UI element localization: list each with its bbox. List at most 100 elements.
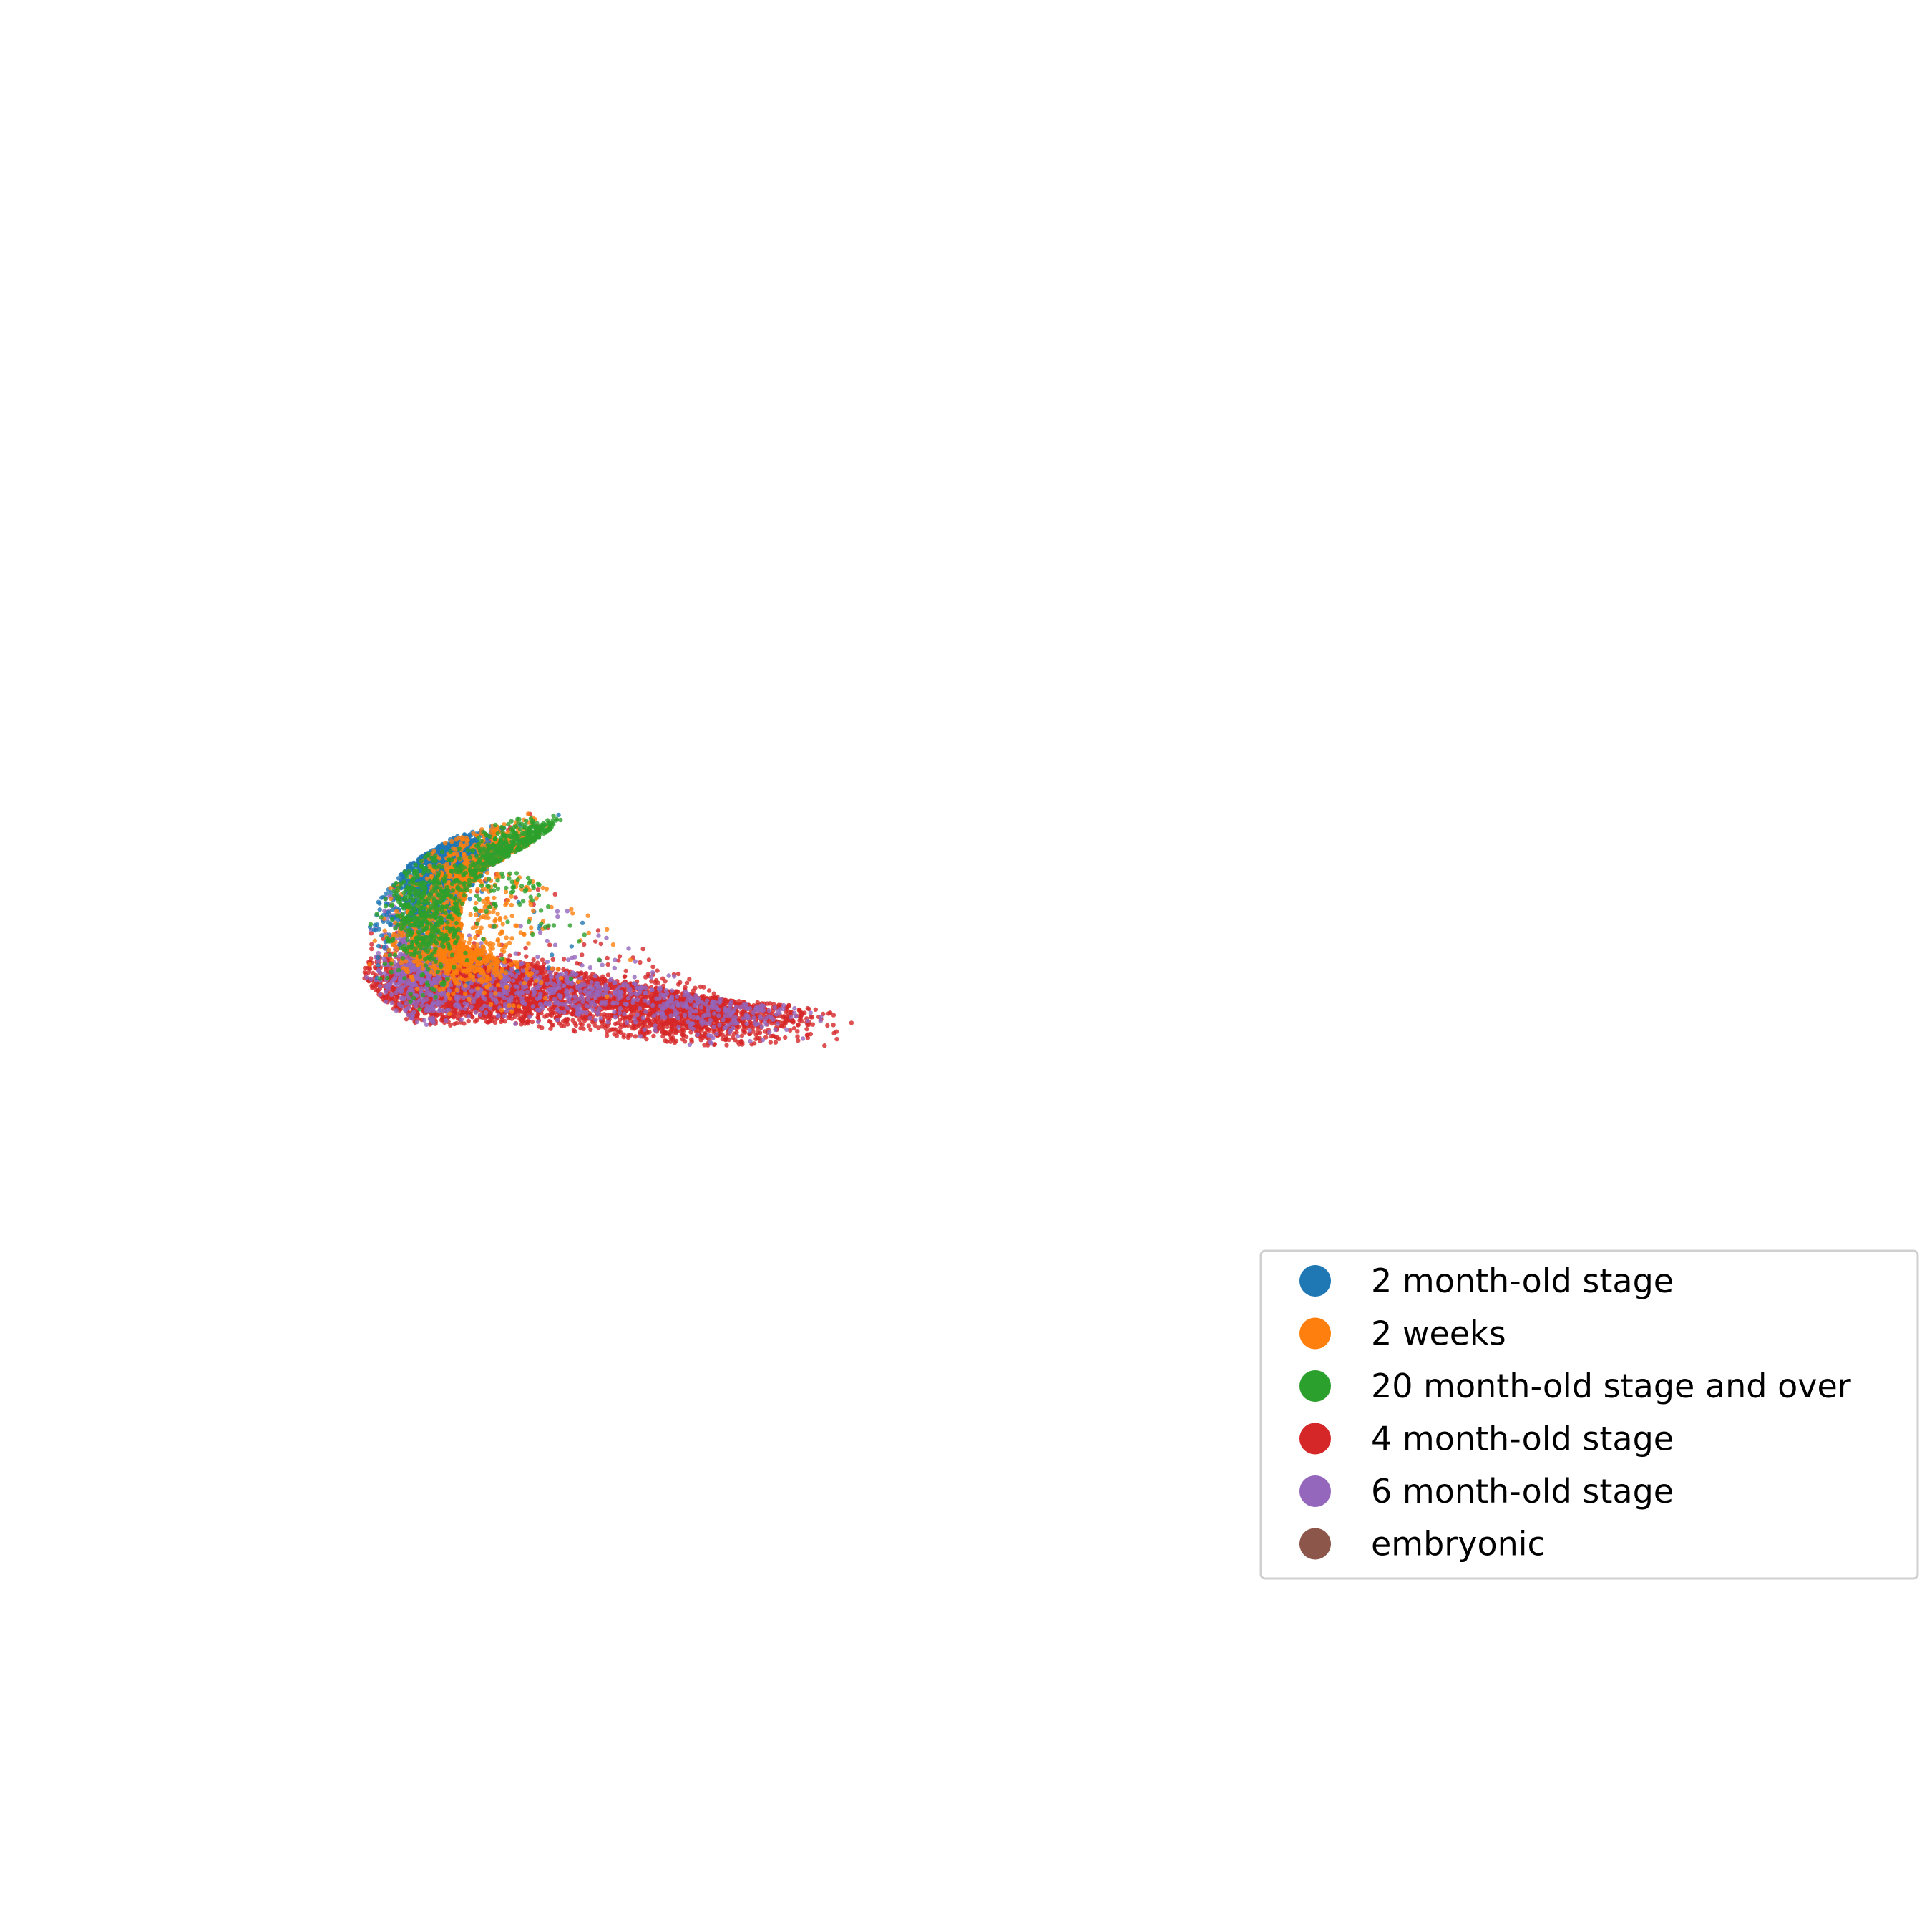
scatter-point bbox=[618, 1025, 623, 1030]
scatter-point bbox=[588, 1027, 593, 1033]
scatter-point bbox=[766, 1008, 772, 1013]
scatter-point bbox=[586, 1023, 592, 1028]
scatter-point bbox=[723, 1038, 728, 1043]
scatter-point bbox=[693, 985, 698, 990]
scatter-point bbox=[783, 1035, 788, 1040]
scatter-point bbox=[650, 964, 655, 970]
scatter-point bbox=[689, 1037, 694, 1042]
scatter-point bbox=[698, 1005, 704, 1010]
scatter-point bbox=[665, 1021, 670, 1027]
scatter-point bbox=[618, 1006, 623, 1011]
scatter-point bbox=[519, 975, 525, 981]
scatter-point bbox=[470, 1015, 475, 1020]
scatter-point bbox=[603, 1025, 608, 1030]
scatter-point bbox=[644, 1036, 649, 1042]
scatter-point bbox=[680, 1037, 685, 1042]
scatter-point bbox=[802, 1010, 807, 1015]
scatter-point bbox=[612, 996, 617, 1001]
scatter-point bbox=[810, 1022, 816, 1027]
scatter-point bbox=[714, 1031, 719, 1037]
scatter-point bbox=[369, 956, 374, 961]
scatter-point bbox=[834, 1036, 839, 1042]
scatter-point bbox=[822, 1043, 827, 1048]
scatter-point bbox=[519, 996, 525, 1001]
scatter-point bbox=[373, 983, 379, 989]
scatter-point bbox=[723, 997, 728, 1003]
scatter-point bbox=[547, 1012, 553, 1018]
scatter-point bbox=[617, 954, 623, 959]
scatter-point bbox=[786, 1003, 791, 1008]
scatter-point bbox=[362, 970, 367, 975]
scatter-point bbox=[796, 1038, 801, 1043]
scatter-point bbox=[572, 994, 577, 999]
scatter-point bbox=[826, 1011, 831, 1016]
scatter-point bbox=[655, 980, 660, 985]
scatter-point bbox=[548, 1026, 553, 1031]
scatter-point bbox=[542, 1014, 547, 1019]
scatter-point bbox=[638, 1034, 643, 1039]
scatter-point bbox=[813, 1007, 819, 1013]
scatter-point bbox=[540, 957, 545, 962]
scatter-point bbox=[776, 1036, 781, 1042]
scatter-point bbox=[547, 942, 552, 947]
scatter-point bbox=[604, 1033, 610, 1038]
scatter-point bbox=[771, 1033, 776, 1038]
scatter-point bbox=[804, 1026, 809, 1032]
scatter-point bbox=[633, 1020, 638, 1025]
scatter-point bbox=[600, 974, 605, 979]
scatter-point bbox=[618, 1017, 623, 1023]
scatter-point bbox=[655, 1019, 660, 1025]
scatter-point bbox=[638, 960, 643, 965]
scatter-point bbox=[514, 1009, 519, 1015]
scatter-point bbox=[523, 1011, 528, 1016]
scatter-point bbox=[530, 1019, 535, 1025]
scatter-point bbox=[403, 1008, 408, 1013]
scatter-point bbox=[506, 1015, 511, 1021]
scatter-point bbox=[613, 1021, 618, 1027]
scatter-point bbox=[724, 1043, 729, 1048]
scatter-point bbox=[535, 887, 540, 892]
scatter-point bbox=[675, 971, 681, 977]
scatter-point bbox=[791, 1025, 797, 1031]
scatter-point bbox=[695, 1032, 700, 1037]
scatter-point bbox=[595, 928, 601, 933]
scatter-point bbox=[702, 1043, 707, 1048]
scatter-point bbox=[617, 1029, 622, 1034]
scatter-point bbox=[613, 957, 618, 962]
scatter-point bbox=[369, 946, 374, 952]
scatter-point bbox=[788, 1028, 793, 1033]
scatter-point bbox=[513, 895, 518, 900]
scatter-point bbox=[535, 955, 540, 960]
scatter-point bbox=[735, 1039, 740, 1044]
scatter-point bbox=[643, 998, 648, 1003]
scatter-point bbox=[459, 1017, 464, 1023]
scatter-point bbox=[635, 1012, 640, 1018]
scatter-point bbox=[580, 963, 585, 968]
scatter-point bbox=[537, 930, 543, 935]
scatter-point bbox=[718, 1029, 723, 1035]
scatter-point bbox=[633, 1034, 638, 1039]
scatter-point bbox=[711, 1024, 716, 1030]
scatter-point bbox=[668, 1013, 673, 1018]
scatter-point bbox=[573, 1023, 579, 1028]
scatter-point bbox=[825, 1023, 830, 1028]
scatter-point bbox=[625, 995, 631, 1001]
scatter-point bbox=[792, 1010, 797, 1015]
scatter-point bbox=[649, 979, 654, 984]
scatter-point bbox=[578, 971, 584, 977]
scatter-point bbox=[660, 976, 665, 981]
scatter-point bbox=[665, 1039, 670, 1044]
scatter-point bbox=[492, 1020, 498, 1025]
scatter-point bbox=[730, 1035, 736, 1040]
scatter-point bbox=[680, 1008, 686, 1014]
scatter-point bbox=[796, 1022, 801, 1028]
scatter-point bbox=[628, 1033, 633, 1038]
scatter-point bbox=[673, 1030, 678, 1035]
scatter-point bbox=[655, 968, 660, 973]
scatter-point bbox=[498, 1001, 503, 1006]
scatter-point bbox=[623, 968, 628, 974]
scatter-point bbox=[523, 945, 528, 951]
scatter-point bbox=[570, 1018, 575, 1023]
scatter-point bbox=[575, 961, 580, 966]
scatter-point bbox=[550, 1006, 555, 1011]
